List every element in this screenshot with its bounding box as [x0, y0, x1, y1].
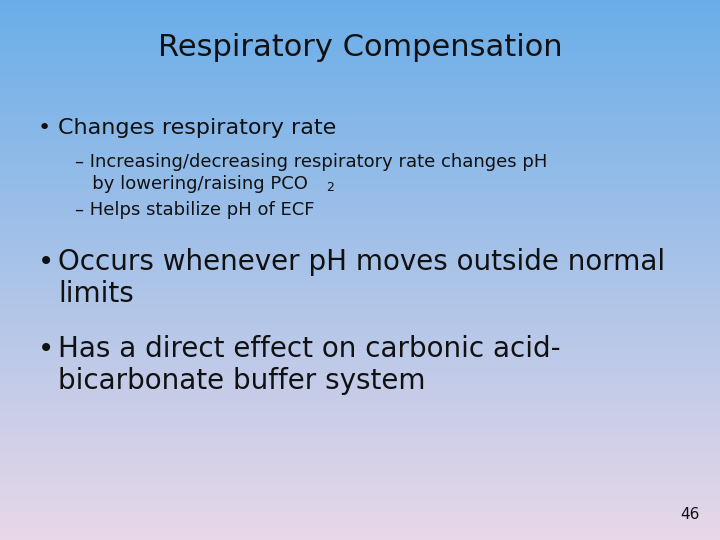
- Text: bicarbonate buffer system: bicarbonate buffer system: [58, 367, 426, 395]
- Text: limits: limits: [58, 280, 134, 308]
- Text: •: •: [38, 248, 54, 276]
- Text: 46: 46: [680, 507, 700, 522]
- Text: Changes respiratory rate: Changes respiratory rate: [58, 118, 336, 138]
- Text: Occurs whenever pH moves outside normal: Occurs whenever pH moves outside normal: [58, 248, 665, 276]
- Text: Has a direct effect on carbonic acid-: Has a direct effect on carbonic acid-: [58, 335, 561, 363]
- Text: 2: 2: [326, 181, 334, 194]
- Text: •: •: [38, 335, 54, 363]
- Text: – Increasing/decreasing respiratory rate changes pH: – Increasing/decreasing respiratory rate…: [75, 153, 547, 171]
- Text: •: •: [38, 118, 51, 138]
- Text: by lowering/raising PCO: by lowering/raising PCO: [75, 175, 308, 193]
- Text: – Helps stabilize pH of ECF: – Helps stabilize pH of ECF: [75, 201, 315, 219]
- Text: Respiratory Compensation: Respiratory Compensation: [158, 33, 562, 63]
